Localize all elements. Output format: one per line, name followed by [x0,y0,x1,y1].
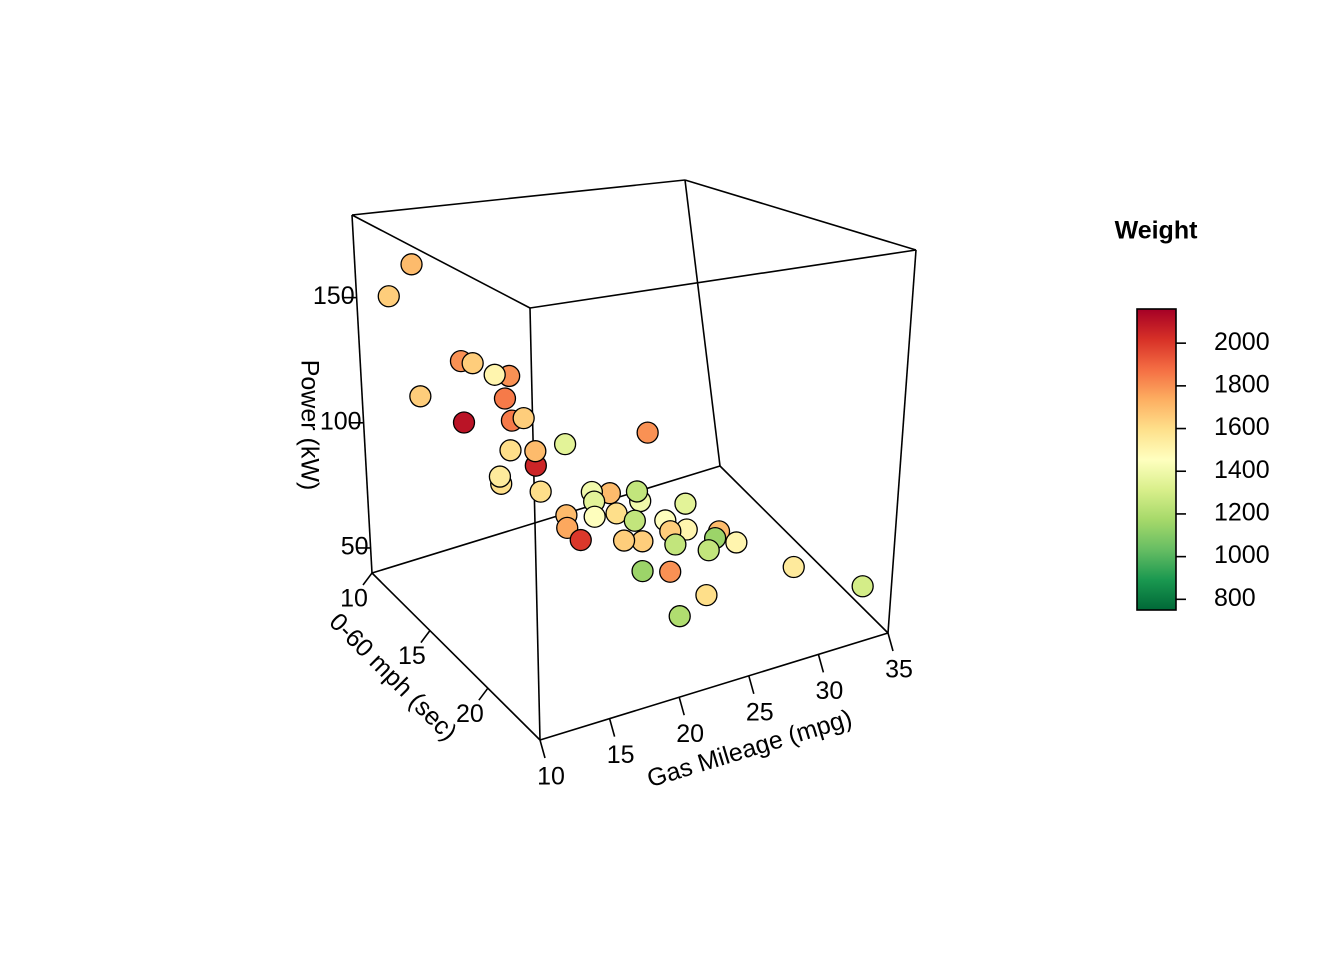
point [697,539,720,562]
point [524,440,547,463]
point [569,528,592,552]
x-tick [748,675,755,695]
y-tick-label: 20 [456,700,484,728]
x-tick-label: 25 [746,698,774,726]
x-tick [817,654,825,673]
point [529,480,552,503]
point [512,407,535,430]
x-tick [678,696,685,716]
point [553,433,577,456]
box-edge [371,572,541,741]
box-edge [351,214,531,309]
x-tick-label: 10 [537,763,565,791]
z-axis-label: Power (kW) [295,360,323,491]
y-tick [420,630,431,644]
x-tick-label: 30 [815,677,843,705]
box-edge [684,179,721,467]
point [499,439,522,462]
z-tick-label: 50 [341,533,369,561]
x-tick-label: 15 [607,741,635,769]
x-tick [887,632,894,652]
colorbar-tick-label: 800 [1214,584,1256,612]
point [483,363,506,386]
colorbar-tick-label: 1400 [1214,456,1270,484]
point [623,509,646,532]
point [409,385,432,408]
point [851,575,874,598]
point [493,387,517,410]
point [461,352,484,375]
y-tick-label: 10 [340,585,368,613]
colorbar [1136,308,1177,611]
point [625,480,649,503]
x-tick [539,739,546,759]
box-edge [351,214,373,574]
point [664,533,687,556]
box-edge [684,179,917,251]
y-tick [362,572,373,586]
point [674,492,697,515]
colorbar-tick-label: 1200 [1214,499,1270,527]
point [636,421,659,444]
colorbar-title: Weight [1115,217,1199,245]
point [668,605,691,628]
point [400,253,423,276]
x-tick-label: 35 [885,656,913,684]
colorbar-tick-label: 2000 [1214,328,1270,356]
point [377,285,400,308]
box-edge [539,632,889,741]
colorbar-tick-label: 1800 [1214,370,1270,398]
y-tick-label: 15 [398,642,426,670]
point [488,465,512,488]
colorbar-tick-label: 1600 [1214,413,1270,441]
x-tick [608,718,616,737]
point [631,559,654,583]
box-edge [351,179,686,216]
point [583,505,606,528]
z-tick-label: 100 [320,407,362,435]
box [351,179,917,741]
x-tick-label: 20 [676,720,704,748]
point [725,531,748,554]
colorbar-tick-label: 1000 [1214,541,1270,569]
box-edge [371,465,721,574]
z-tick-label: 150 [313,282,355,310]
y-tick [478,687,489,701]
point [612,529,636,552]
box-edge [529,307,541,741]
point [452,411,476,434]
point [695,583,718,607]
box-edge [529,249,917,309]
point [782,555,805,579]
point [659,560,682,583]
box-edge [887,249,917,634]
box-edge [719,465,889,634]
y-axis-label: 0-60 mph (sec) [324,608,463,747]
